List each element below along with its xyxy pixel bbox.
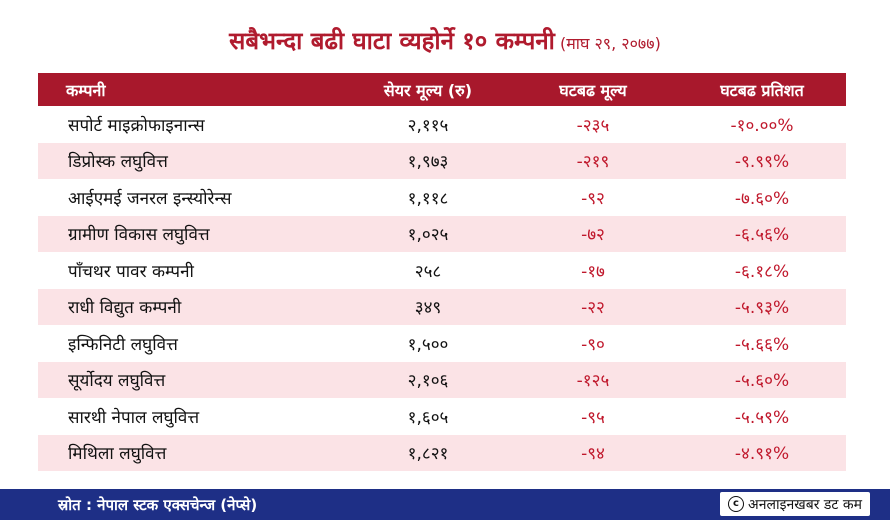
copyright-icon: c: [728, 496, 745, 512]
company-name: मिथिला लघुवित्त: [68, 444, 167, 465]
share-price: १,९७३: [407, 152, 449, 173]
price-change: -९०: [581, 334, 605, 355]
share-price: १,८२१: [407, 444, 449, 465]
percent-change: -५.६०%: [734, 371, 790, 392]
header-percent-change: घटबढ प्रतिशत: [720, 80, 804, 100]
price-change: -२२: [581, 298, 605, 319]
share-price: २,११५: [407, 115, 449, 136]
table-row: राधी विद्युत कम्पनी ३४९ -२२ -५.९३%: [38, 288, 846, 325]
table-row: आईएमई जनरल इन्स्योरेन्स १,११८ -९२ -७.६०%: [38, 179, 846, 216]
price-change: -९२: [581, 188, 605, 209]
share-price: १,११८: [407, 188, 449, 209]
price-change: -२१९: [576, 152, 610, 173]
company-name: सपोर्ट माइक्रोफाइनान्स: [68, 115, 205, 136]
loss-table: कम्पनी सेयर मूल्य (रु) घटबढ मूल्य घटबढ प…: [38, 73, 846, 471]
header-price-change: घटबढ मूल्य: [559, 80, 627, 100]
title-main: सबैभन्दा बढी घाटा व्यहोर्ने १० कम्पनी: [229, 27, 555, 55]
company-name: सारथी नेपाल लघुवित्त: [68, 407, 200, 428]
percent-change: -६.१८%: [734, 261, 790, 282]
price-change: -१७: [581, 261, 605, 282]
table-row: पाँचथर पावर कम्पनी २५८ -१७ -६.१८%: [38, 252, 846, 289]
table-row: मिथिला लघुवित्त १,८२१ -९४ -४.९१%: [38, 434, 846, 471]
percent-change: -७.६०%: [734, 188, 790, 209]
share-price: २,१०६: [407, 371, 449, 392]
company-name: इन्फिनिटी लघुवित्त: [68, 334, 178, 355]
percent-change: -९.९९%: [734, 152, 790, 173]
title-date: (माघ २९, २०७७): [559, 34, 661, 53]
percent-change: -१०.००%: [730, 115, 794, 136]
percent-change: -५.६६%: [734, 334, 790, 355]
share-price: १,६०५: [407, 407, 449, 428]
share-price: १,५००: [407, 334, 449, 355]
credit-badge: c अनलाइनखबर डट कम: [720, 492, 870, 516]
header-company: कम्पनी: [66, 80, 106, 100]
table-row: इन्फिनिटी लघुवित्त १,५०० -९० -५.६६%: [38, 325, 846, 362]
table-header-row: कम्पनी सेयर मूल्य (रु) घटबढ मूल्य घटबढ प…: [38, 73, 846, 106]
company-name: सूर्योदय लघुवित्त: [68, 371, 166, 392]
table-row: ग्रामीण विकास लघुवित्त १,०२५ -७२ -६.५६%: [38, 215, 846, 252]
source-note: स्रोत : नेपाल स्टक एक्सचेन्ज (नेप्से): [58, 496, 258, 514]
table-row: सारथी नेपाल लघुवित्त १,६०५ -९५ -५.५९%: [38, 398, 846, 435]
share-price: ३४९: [414, 298, 442, 319]
percent-change: -५.९३%: [734, 298, 790, 319]
percent-change: -४.९१%: [734, 444, 790, 465]
company-name: राधी विद्युत कम्पनी: [68, 298, 182, 319]
company-name: डिप्रोस्क लघुवित्त: [68, 152, 168, 173]
percent-change: -६.५६%: [734, 225, 790, 246]
percent-change: -५.५९%: [734, 407, 790, 428]
table-row: सूर्योदय लघुवित्त २,१०६ -१२५ -५.६०%: [38, 361, 846, 398]
footer-bar: स्रोत : नेपाल स्टक एक्सचेन्ज (नेप्से) c …: [0, 489, 890, 520]
credit-text: अनलाइनखबर डट कम: [748, 496, 862, 513]
table-row: सपोर्ट माइक्रोफाइनान्स २,११५ -२३५ -१०.००…: [38, 106, 846, 143]
company-name: पाँचथर पावर कम्पनी: [68, 261, 194, 282]
table-row: डिप्रोस्क लघुवित्त १,९७३ -२१९ -९.९९%: [38, 142, 846, 179]
share-price: २५८: [414, 261, 442, 282]
company-name: ग्रामीण विकास लघुवित्त: [68, 225, 210, 246]
price-change: -९४: [581, 444, 605, 465]
price-change: -९५: [581, 407, 605, 428]
share-price: १,०२५: [407, 225, 449, 246]
price-change: -१२५: [576, 371, 610, 392]
page-title: सबैभन्दा बढी घाटा व्यहोर्ने १० कम्पनी (म…: [0, 24, 890, 57]
price-change: -२३५: [576, 115, 610, 136]
price-change: -७२: [581, 225, 605, 246]
header-share-price: सेयर मूल्य (रु): [383, 80, 473, 100]
company-name: आईएमई जनरल इन्स्योरेन्स: [68, 188, 232, 209]
